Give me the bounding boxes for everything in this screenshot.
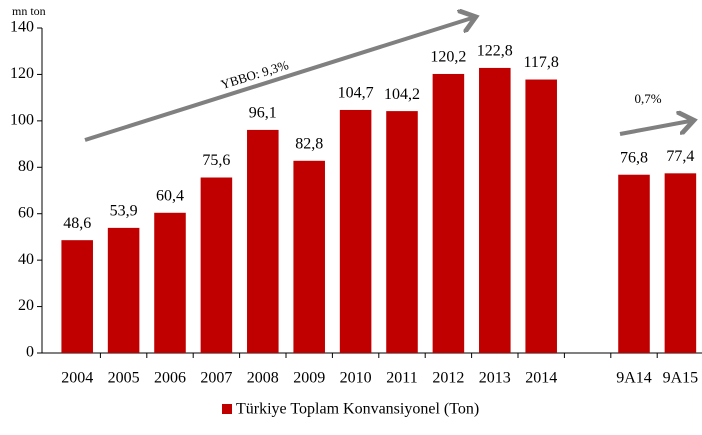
- bar: [293, 160, 325, 353]
- data-label: 82,8: [295, 135, 323, 152]
- axis-label: mn ton: [12, 4, 46, 18]
- data-label: 104,7: [338, 85, 374, 102]
- bar: [432, 73, 465, 353]
- bar: [664, 173, 697, 353]
- data-label: 60,4: [156, 187, 184, 204]
- x-tick-label: 2012: [432, 370, 464, 387]
- data-label: 76,8: [620, 149, 648, 166]
- bar: [61, 240, 93, 353]
- bar: [200, 177, 233, 353]
- y-tick-label: 60: [18, 204, 34, 221]
- bar: [107, 227, 140, 353]
- annotation: 0,7%: [634, 91, 661, 106]
- y-tick-label: 100: [10, 112, 34, 129]
- bar: [386, 111, 418, 353]
- x-tick-label: 2006: [154, 370, 186, 387]
- y-tick-label: 20: [18, 297, 34, 314]
- x-tick-label: 2004: [61, 370, 93, 387]
- data-label: 96,1: [249, 105, 277, 122]
- x-tick-label: 2005: [108, 370, 140, 387]
- x-tick-label: 9A15: [663, 370, 699, 387]
- x-tick-label: 2011: [386, 370, 417, 387]
- data-label: 104,2: [384, 86, 420, 103]
- data-label: 48,6: [63, 215, 91, 232]
- legend-swatch: [222, 404, 232, 414]
- x-tick-label: 2014: [525, 370, 557, 387]
- y-tick-label: 0: [26, 344, 34, 361]
- data-label: 120,2: [430, 49, 466, 66]
- data-label: 53,9: [110, 203, 138, 220]
- x-tick-label: 2009: [293, 370, 325, 387]
- data-label: 77,4: [666, 148, 694, 165]
- trend-arrow: [619, 121, 690, 136]
- bar: [618, 174, 650, 353]
- y-tick-label: 40: [18, 251, 34, 268]
- x-tick-label: 9A14: [616, 370, 652, 387]
- y-tick-label: 120: [10, 65, 34, 82]
- x-tick-label: 2013: [479, 370, 511, 387]
- trend-arrow: [84, 18, 472, 142]
- y-tick-label: 140: [10, 19, 34, 36]
- bar: [479, 67, 511, 353]
- data-label: 122,8: [477, 43, 513, 60]
- bar: [339, 109, 372, 353]
- x-tick-label: 2007: [200, 370, 232, 387]
- bar: [525, 79, 557, 354]
- legend-label: Türkiye Toplam Konvansiyonel (Ton): [236, 401, 479, 418]
- x-tick-label: 2008: [247, 370, 279, 387]
- data-label: 75,6: [202, 152, 230, 169]
- x-tick-label: 2010: [340, 370, 372, 387]
- bar: [247, 129, 279, 353]
- bar: [154, 212, 186, 353]
- data-label: 117,8: [523, 54, 558, 71]
- y-tick-label: 80: [18, 158, 34, 175]
